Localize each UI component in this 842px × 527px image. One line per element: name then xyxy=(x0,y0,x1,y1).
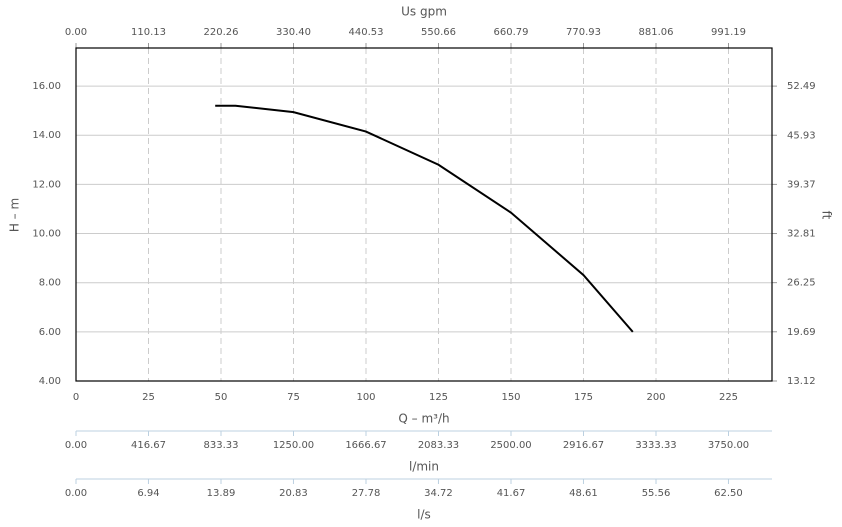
plot-frame xyxy=(75,47,773,382)
x-tick-label: 200 xyxy=(646,392,665,403)
x-tick-label: 175 xyxy=(574,392,593,403)
x-tick-label: 125 xyxy=(429,392,448,403)
lower-tick-label: 1666.67 xyxy=(345,440,386,451)
lower-tick-label: 48.61 xyxy=(569,488,598,499)
lower-tick-label: 2916.67 xyxy=(563,440,604,451)
y2-tick-label: 26.25 xyxy=(787,278,816,289)
top-tick-label: 440.53 xyxy=(349,27,384,38)
top-tick-label: 660.79 xyxy=(494,27,529,38)
y2-tick-label: 19.69 xyxy=(787,327,816,338)
lower-tick-label: 55.56 xyxy=(642,488,671,499)
x-tick-label: 25 xyxy=(142,392,155,403)
top-tick-label: 991.19 xyxy=(711,27,746,38)
y-tick-label: 16.00 xyxy=(32,81,61,92)
x-tick-label: 50 xyxy=(215,392,228,403)
lower-tick-label: 2500.00 xyxy=(490,440,531,451)
x-tick-label: 75 xyxy=(287,392,300,403)
lower-tick-label: 13.89 xyxy=(207,488,236,499)
y-tick-label: 4.00 xyxy=(39,376,61,387)
lower-tick-label: 6.94 xyxy=(137,488,159,499)
y2-tick-label: 52.49 xyxy=(787,81,816,92)
lower-axis-title: l/min xyxy=(409,460,439,474)
x-tick-label: 150 xyxy=(501,392,520,403)
lower-tick-label: 2083.33 xyxy=(418,440,459,451)
y-tick-label: 6.00 xyxy=(39,327,61,338)
y2-tick-label: 32.81 xyxy=(787,229,816,240)
y-tick-label: 10.00 xyxy=(32,229,61,240)
y2-tick-label: 45.93 xyxy=(787,130,816,141)
lower-tick-label: 20.83 xyxy=(279,488,308,499)
top-tick-label: 550.66 xyxy=(421,27,456,38)
y2-axis-title: ft xyxy=(820,211,834,220)
x-tick-label: 100 xyxy=(356,392,375,403)
y-tick-label: 14.00 xyxy=(32,130,61,141)
lower-tick-label: 3750.00 xyxy=(708,440,749,451)
y-tick-label: 12.00 xyxy=(32,179,61,190)
lower-tick-label: 62.50 xyxy=(714,488,743,499)
top-axis-title: Us gpm xyxy=(401,5,447,19)
lower-tick-label: 41.67 xyxy=(497,488,526,499)
lower-tick-label: 0.00 xyxy=(65,440,87,451)
lower-tick-label: 416.67 xyxy=(131,440,166,451)
top-tick-label: 0.00 xyxy=(65,27,87,38)
lower-tick-label: 1250.00 xyxy=(273,440,314,451)
lower-tick-label: 833.33 xyxy=(203,440,238,451)
x-tick-label: 225 xyxy=(719,392,738,403)
top-tick-label: 110.13 xyxy=(131,27,166,38)
top-tick-label: 770.93 xyxy=(566,27,601,38)
top-tick-label: 220.26 xyxy=(203,27,238,38)
y2-tick-label: 13.12 xyxy=(787,376,816,387)
y-tick-label: 8.00 xyxy=(39,278,61,289)
lower-tick-label: 3333.33 xyxy=(635,440,676,451)
y2-tick-label: 39.37 xyxy=(787,179,816,190)
top-tick-label: 330.40 xyxy=(276,27,311,38)
series-line xyxy=(215,104,634,333)
x-axis-title: Q – m³/h xyxy=(398,412,449,426)
lower-tick-label: 0.00 xyxy=(65,488,87,499)
lower-tick-label: 34.72 xyxy=(424,488,453,499)
top-tick-label: 881.06 xyxy=(639,27,674,38)
x-tick-label: 0 xyxy=(73,392,79,403)
lower-axis-title: l/s xyxy=(417,508,431,522)
lower-tick-label: 27.78 xyxy=(352,488,381,499)
y-axis-title: H – m xyxy=(8,198,22,232)
